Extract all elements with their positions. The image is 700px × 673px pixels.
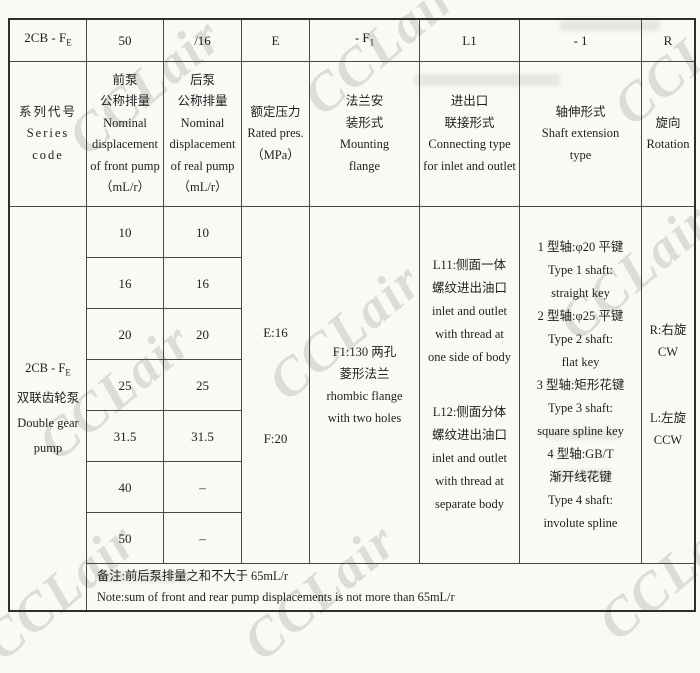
model-code-rotation: R bbox=[642, 20, 694, 62]
front-displacement-value: 16 bbox=[87, 258, 164, 309]
header-mounting-flange: 法兰安 装形式 Mounting flange bbox=[310, 62, 420, 207]
series-code-text: 2CB - FE bbox=[25, 361, 71, 378]
pressure-option-f: F:20 bbox=[263, 430, 288, 446]
model-code-flange: - F1 bbox=[310, 20, 420, 62]
connection-option-l11: L11:侧面一体 螺纹进出油口 inlet and outlet with threa… bbox=[428, 258, 511, 364]
rear-displacement-value: 25 bbox=[164, 360, 242, 411]
connecting-type-description: L11:侧面一体 螺纹进出油口 inlet and outlet with threa… bbox=[420, 207, 520, 564]
front-displacement-value: 40 bbox=[87, 462, 164, 513]
header-front-pump-displacement: 前泵 公称排量 Nominal displacement of front pump （m… bbox=[87, 62, 164, 207]
model-code-shaft: - 1 bbox=[520, 20, 642, 62]
header-rotation: 旋向 Rotation bbox=[642, 62, 694, 207]
model-code-front-displacement: 50 bbox=[87, 20, 164, 62]
header-shaft-extension: 轴伸形式 Shaft extension type bbox=[520, 62, 642, 207]
rotation-option-ccw: L:左旋 CCW bbox=[649, 411, 687, 447]
rear-displacement-value: – bbox=[164, 462, 242, 513]
model-code-connection: L1 bbox=[420, 20, 520, 62]
connection-option-l12: L12:侧面分体 螺纹进出油口 inlet and outlet with threa… bbox=[431, 405, 507, 511]
series-description-cell: 2CB - FE 双联齿轮泵 Double gear pump bbox=[10, 207, 87, 610]
front-displacement-value: 31.5 bbox=[87, 411, 164, 462]
front-displacement-value: 20 bbox=[87, 309, 164, 360]
model-code-series: 2CB - FE bbox=[10, 20, 87, 62]
front-displacement-value: 10 bbox=[87, 207, 164, 258]
header-connecting-type: 进出口 联接形式 Connecting type for inlet and outl… bbox=[420, 62, 520, 207]
header-rated-pressure: 额定压力 Rated pres. （MPa） bbox=[242, 62, 310, 207]
pressure-option-e: E:16 bbox=[263, 324, 288, 340]
model-code-pressure: E bbox=[242, 20, 310, 62]
note-row: 备注:前后泵排量之和不大于 65mL/r Note:sum of front an… bbox=[97, 569, 455, 604]
header-series-code: 系列代号 Series code bbox=[10, 62, 87, 207]
model-code-rear-displacement: /16 bbox=[164, 20, 242, 62]
rear-displacement-value: 16 bbox=[164, 258, 242, 309]
rotation-option-cw: R:右旋 CW bbox=[649, 323, 687, 359]
rated-pressure-values: E:16 F:20 bbox=[242, 207, 310, 564]
rotation-options: R:右旋 CW L:左旋 CCW bbox=[642, 207, 694, 564]
rear-displacement-value: 31.5 bbox=[164, 411, 242, 462]
pump-spec-table: 2CB - FE 50 /16 E - F1 L1 - 1 R 系列代号 Seri… bbox=[8, 18, 696, 612]
series-name-lines: 双联齿轮泵 Double gear pump bbox=[16, 390, 80, 455]
front-displacement-value: 25 bbox=[87, 360, 164, 411]
header-rear-pump-displacement: 后泵 公称排量 Nominal displacement of real pump （mL… bbox=[164, 62, 242, 207]
front-displacement-value: 50 bbox=[87, 513, 164, 564]
rear-displacement-value: – bbox=[164, 513, 242, 564]
rear-displacement-value: 10 bbox=[164, 207, 242, 258]
mounting-flange-description: F1:130 两孔 菱形法兰 rhombic flange with two hole… bbox=[310, 207, 420, 564]
shaft-extension-description: 1 型轴:φ20 平键 Type 1 shaft: straight key 2 型轴… bbox=[520, 207, 642, 564]
rear-displacement-value: 20 bbox=[164, 309, 242, 360]
